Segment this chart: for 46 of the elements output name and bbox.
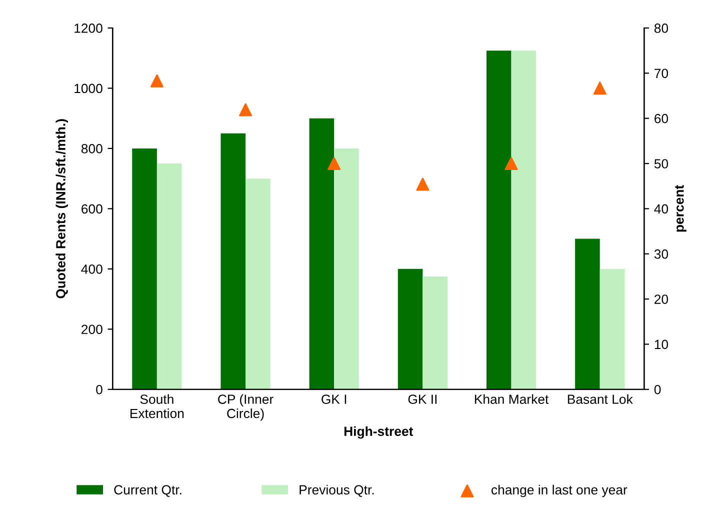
bar — [600, 268, 625, 390]
y2-tick-label: 20 — [654, 294, 668, 304]
legend-label: Current Qtr. — [114, 485, 182, 497]
point — [416, 178, 430, 191]
y2-tick-label: 80 — [654, 24, 668, 33]
y-tick-label: 600 — [82, 204, 102, 214]
y2-tick-label: 30 — [654, 249, 668, 259]
bar — [486, 50, 512, 390]
y-tick-label: 400 — [81, 264, 102, 274]
y2-axis-title: percent — [675, 185, 686, 232]
y-axis-title: Quoted Rents (INR./sft./mth.) — [56, 119, 68, 298]
y2-tick-label: 10 — [654, 340, 668, 350]
bar — [220, 133, 246, 390]
point — [239, 103, 252, 116]
x-tick-label: CP (Inner Circle) — [218, 394, 274, 421]
y2-tick-label: 50 — [654, 159, 668, 168]
y-tick-label: 1200 — [74, 24, 102, 33]
bar — [132, 148, 157, 390]
bar — [309, 118, 334, 390]
y2-tick-label: 70 — [654, 68, 668, 78]
x-tick-label: South Extention — [130, 394, 184, 418]
point — [593, 82, 606, 95]
point — [504, 157, 518, 170]
bar — [334, 148, 359, 390]
y-tick-label: 0 — [96, 384, 102, 394]
x-tick-label: GK II — [408, 394, 437, 404]
bar — [575, 238, 600, 390]
y2-tick-label: 40 — [654, 204, 668, 214]
bar — [398, 268, 423, 390]
point — [150, 74, 164, 88]
legend-label: change in last one year — [492, 484, 628, 498]
point — [328, 157, 341, 170]
y-tick-label: 1000 — [74, 84, 102, 94]
y-tick-label: 800 — [81, 144, 102, 154]
bar — [246, 178, 270, 390]
bar — [511, 50, 536, 390]
y2-tick-label: 0 — [654, 384, 661, 394]
x-axis-title: High-street — [344, 426, 414, 439]
x-tick-label: Khan Market — [474, 394, 549, 404]
legend-label: Previous Qtr. — [300, 484, 374, 497]
x-tick-label: Basant Lok — [568, 394, 633, 404]
x-tick-label: GK I — [322, 394, 346, 404]
bar — [156, 164, 182, 390]
y2-tick-label: 60 — [654, 114, 668, 124]
bar — [422, 276, 448, 390]
y-tick-label: 200 — [82, 324, 102, 334]
